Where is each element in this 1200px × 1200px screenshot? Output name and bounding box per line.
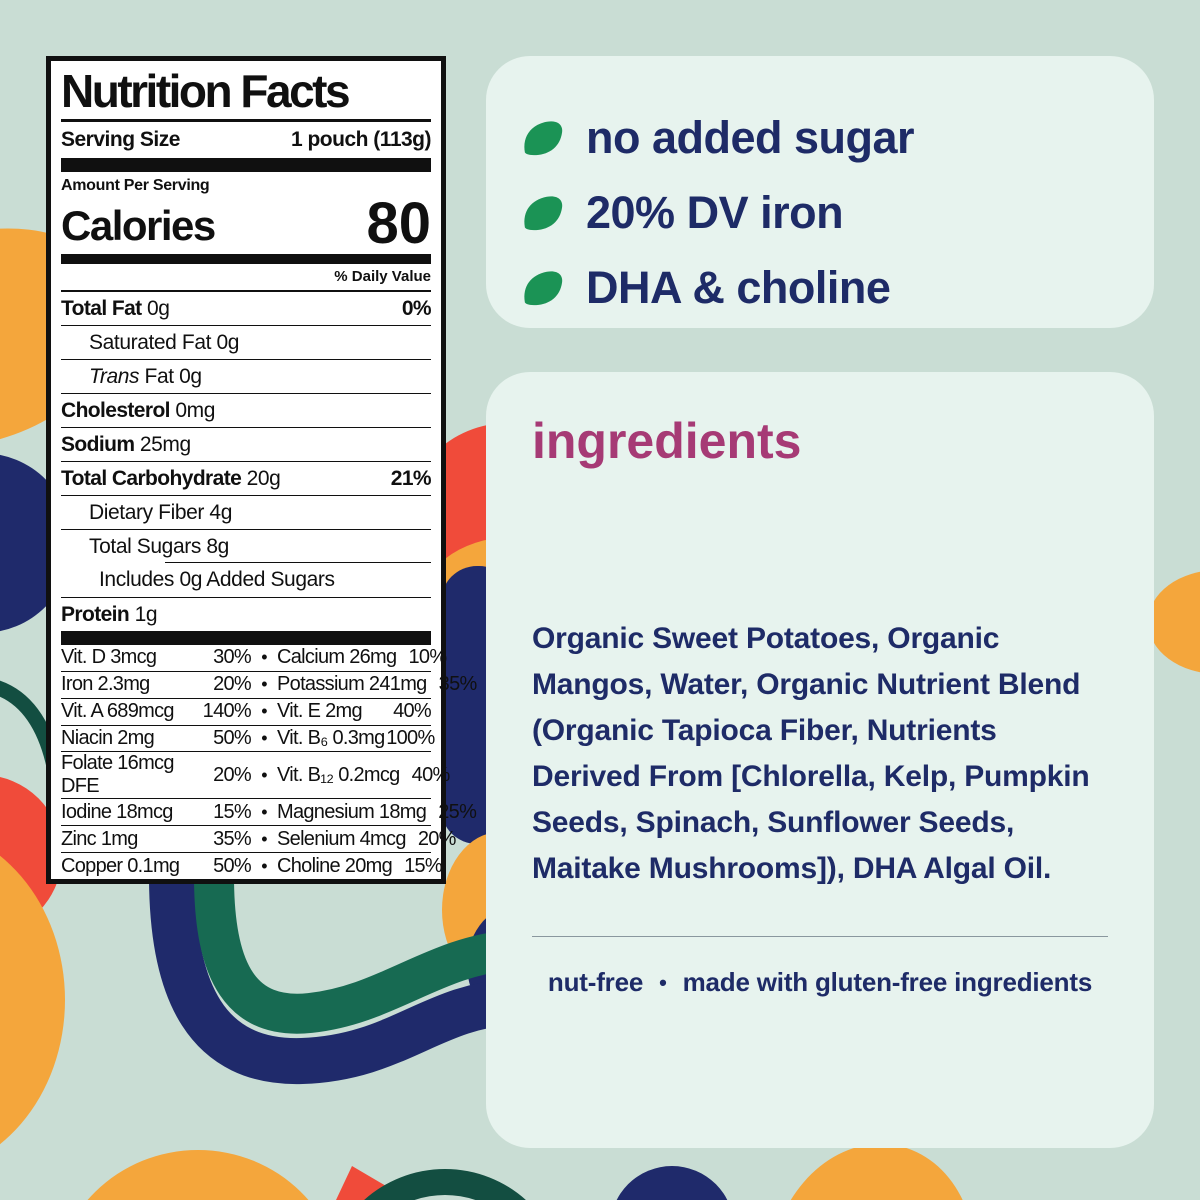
daily-value-header: % Daily Value: [61, 264, 431, 291]
ingredients-list: Organic Sweet Potatoes, Organic Mangos, …: [532, 622, 1090, 885]
micronutrient-row: Zinc 1mg 35% • Selenium 4mcg 20%: [61, 825, 456, 852]
serving-size-label: Serving Size: [61, 128, 180, 151]
bullet-dot: •: [261, 855, 267, 876]
bullet-dot: •: [659, 969, 667, 995]
bullet-dot: •: [261, 728, 267, 748]
nutrition-row-dietary-fiber: Dietary Fiber 4g: [61, 495, 431, 529]
micronutrient-row: Vit. A 689mcg 140% • Vit. E 2mg 40%: [61, 697, 432, 725]
bullet-dot: •: [261, 647, 267, 668]
highlight-item: 20% DV iron: [522, 175, 1154, 250]
calories-row: Calories 80: [61, 191, 431, 256]
leaf-icon: [524, 270, 563, 305]
nutrition-row-total-fat: Total Fat 0g 0%: [61, 291, 432, 325]
leaf-icon: [524, 120, 563, 155]
bullet-dot: •: [261, 801, 267, 822]
ingredients-heading: ingredients: [532, 413, 802, 469]
micronutrient-row: Iodine 18mcg 15% • Magnesium 18mg 25%: [61, 798, 477, 825]
highlight-text: DHA & choline: [586, 261, 891, 313]
serving-size-row: Serving Size 1 pouch (113g): [61, 122, 432, 158]
highlights-panel: no added sugar 20% DV iron DHA & choline: [486, 56, 1154, 328]
divider: [532, 936, 1108, 937]
micronutrient-row: Folate 16mcg DFE 20% • Vit. B₁₂ 0.2mcg 4…: [61, 751, 450, 798]
nut-free-badge: nut-free: [547, 967, 644, 997]
micronutrient-table: Vit. D 3mcg 30% • Calcium 26mg 10% Iron …: [61, 645, 477, 879]
bullet-dot: •: [261, 828, 267, 849]
thick-divider: [61, 631, 431, 645]
micronutrient-row: Niacin 2mg 50% • Vit. B₆ 0.3mg 100%: [61, 724, 435, 752]
dietary-badges-row: nut-free • made with gluten-free ingredi…: [532, 967, 1108, 998]
divider: [61, 119, 431, 122]
bullet-dot: •: [261, 764, 267, 785]
amount-per-serving-label: Amount Per Serving: [61, 177, 210, 194]
gluten-free-badge: made with gluten-free ingredients: [682, 967, 1093, 997]
highlight-text: 20% DV iron: [586, 186, 844, 238]
nutrition-row-sodium: Sodium 25mg: [61, 427, 431, 461]
nutrition-row-trans-fat: Trans Fat 0g: [61, 359, 431, 393]
nutrition-row-saturated-fat: Saturated Fat 0g: [61, 325, 431, 359]
leaf-icon: [524, 195, 563, 230]
nutrition-row-added-sugars: Includes 0g Added Sugars: [61, 562, 431, 597]
ingredients-panel: ingredients Organic Sweet Potatoes, Orga…: [486, 372, 1154, 1148]
micronutrient-row: Copper 0.1mg 50% • Choline 20mg 15%: [61, 852, 443, 879]
nutrition-facts-title: Nutrition Facts: [61, 65, 351, 117]
highlight-item: DHA & choline: [522, 250, 1154, 325]
micronutrient-row: Iron 2.3mg 20% • Potassium 241mg 35%: [61, 670, 477, 698]
nutrition-facts-panel: Nutrition Facts Serving Size 1 pouch (11…: [46, 56, 477, 884]
bullet-dot: •: [261, 674, 267, 695]
bullet-dot: •: [261, 701, 267, 722]
serving-size-value: 1 pouch (113g): [290, 128, 432, 151]
highlight-item: no added sugar: [522, 100, 1154, 175]
nutrition-row-total-carbohydrate: Total Carbohydrate 20g 21%: [61, 461, 432, 495]
micronutrient-row: Vit. D 3mcg 30% • Calcium 26mg 10%: [61, 646, 447, 669]
calories-label: Calories: [61, 202, 216, 249]
highlight-text: no added sugar: [586, 111, 915, 163]
nutrition-row-total-sugars: Total Sugars 8g: [61, 529, 431, 563]
calories-value: 80: [366, 191, 431, 256]
nutrition-row-protein: Protein 1g: [61, 597, 431, 631]
nutrition-row-cholesterol: Cholesterol 0mg: [61, 393, 431, 427]
thick-divider: [61, 254, 431, 264]
thick-divider: [61, 158, 431, 172]
